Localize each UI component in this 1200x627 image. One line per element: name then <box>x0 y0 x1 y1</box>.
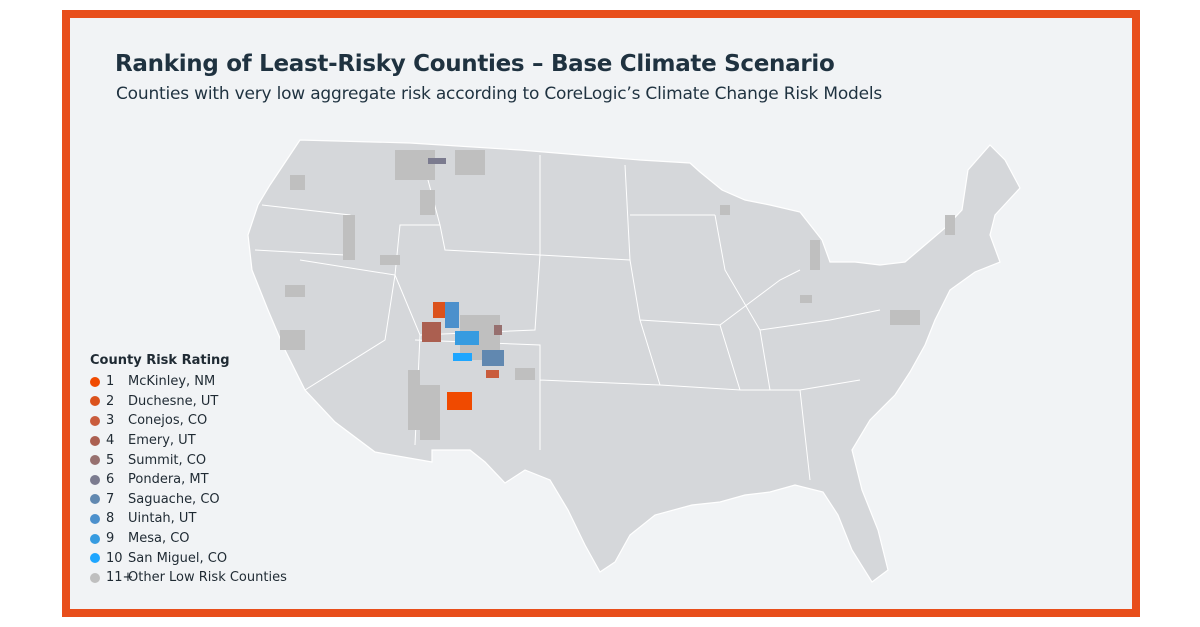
legend-label: McKinley, NM <box>128 374 216 390</box>
legend-swatch-icon <box>90 415 100 426</box>
legend-rank: 11+ <box>106 570 134 586</box>
legend-item: 6 Pondera, MT <box>90 470 287 490</box>
legend-label: Saguache, CO <box>128 491 220 507</box>
county-san-miguel <box>453 353 472 361</box>
legend-item: 8 Uintah, UT <box>90 509 287 529</box>
top-ranked-counties <box>422 158 504 410</box>
county-saguache <box>482 350 504 366</box>
legend-item: 5 Summit, CO <box>90 450 287 470</box>
legend-item: 1 McKinley, NM <box>90 372 287 392</box>
legend-rank: 1 <box>106 374 115 390</box>
legend-rank: 4 <box>106 433 115 449</box>
legend-rank: 3 <box>106 413 115 429</box>
legend: County Risk Rating 1 McKinley, NM 2 Duchesn… <box>90 353 287 588</box>
legend-swatch-icon <box>90 376 100 387</box>
legend-label: Summit, CO <box>128 452 207 468</box>
legend-swatch-icon <box>90 455 100 466</box>
legend-rank: 7 <box>106 491 115 507</box>
legend-label: Mesa, CO <box>128 531 190 547</box>
legend-rank: 10 <box>106 550 123 566</box>
county-pondera <box>428 158 446 164</box>
county-conejos <box>486 370 499 378</box>
legend-swatch-icon <box>90 533 100 544</box>
county-duchesne <box>433 302 446 318</box>
legend-label: Uintah, UT <box>128 511 197 527</box>
legend-item: 10 San Miguel, CO <box>90 548 287 568</box>
legend-label: Conejos, CO <box>128 413 208 429</box>
legend-swatch-icon <box>90 553 100 564</box>
legend-swatch-icon <box>90 572 100 583</box>
county-uintah <box>445 302 459 328</box>
legend-swatch-icon <box>90 513 100 524</box>
legend-swatch-icon <box>90 396 100 407</box>
legend-item: 3 Conejos, CO <box>90 411 287 431</box>
legend-rank: 2 <box>106 393 115 409</box>
legend-label: Emery, UT <box>128 433 196 449</box>
legend-item: 7 Saguache, CO <box>90 490 287 510</box>
county-mesa <box>455 331 479 345</box>
county-mckinley <box>447 392 472 410</box>
county-emery <box>422 322 441 342</box>
legend-item: 11+ Other Low Risk Counties <box>90 568 287 588</box>
us-land <box>247 139 1021 583</box>
legend-swatch-icon <box>90 435 100 446</box>
page-title: Ranking of Least-Risky Counties – Base C… <box>115 51 835 77</box>
page-subtitle: Counties with very low aggregate risk ac… <box>116 84 883 104</box>
legend-title: County Risk Rating <box>90 353 230 368</box>
legend-label: Other Low Risk Counties <box>128 570 287 586</box>
legend-swatch-icon <box>90 474 100 485</box>
legend-label: Pondera, MT <box>128 472 209 488</box>
legend-swatch-icon <box>90 494 100 505</box>
legend-item: 2 Duchesne, UT <box>90 392 287 412</box>
legend-rank: 8 <box>106 511 115 527</box>
legend-rank: 9 <box>106 531 115 547</box>
county-summit <box>494 325 502 335</box>
legend-item: 9 Mesa, CO <box>90 529 287 549</box>
legend-label: Duchesne, UT <box>128 393 219 409</box>
legend-rank: 5 <box>106 452 115 468</box>
legend-label: San Miguel, CO <box>128 550 228 566</box>
legend-item: 4 Emery, UT <box>90 431 287 451</box>
legend-rank: 6 <box>106 472 115 488</box>
